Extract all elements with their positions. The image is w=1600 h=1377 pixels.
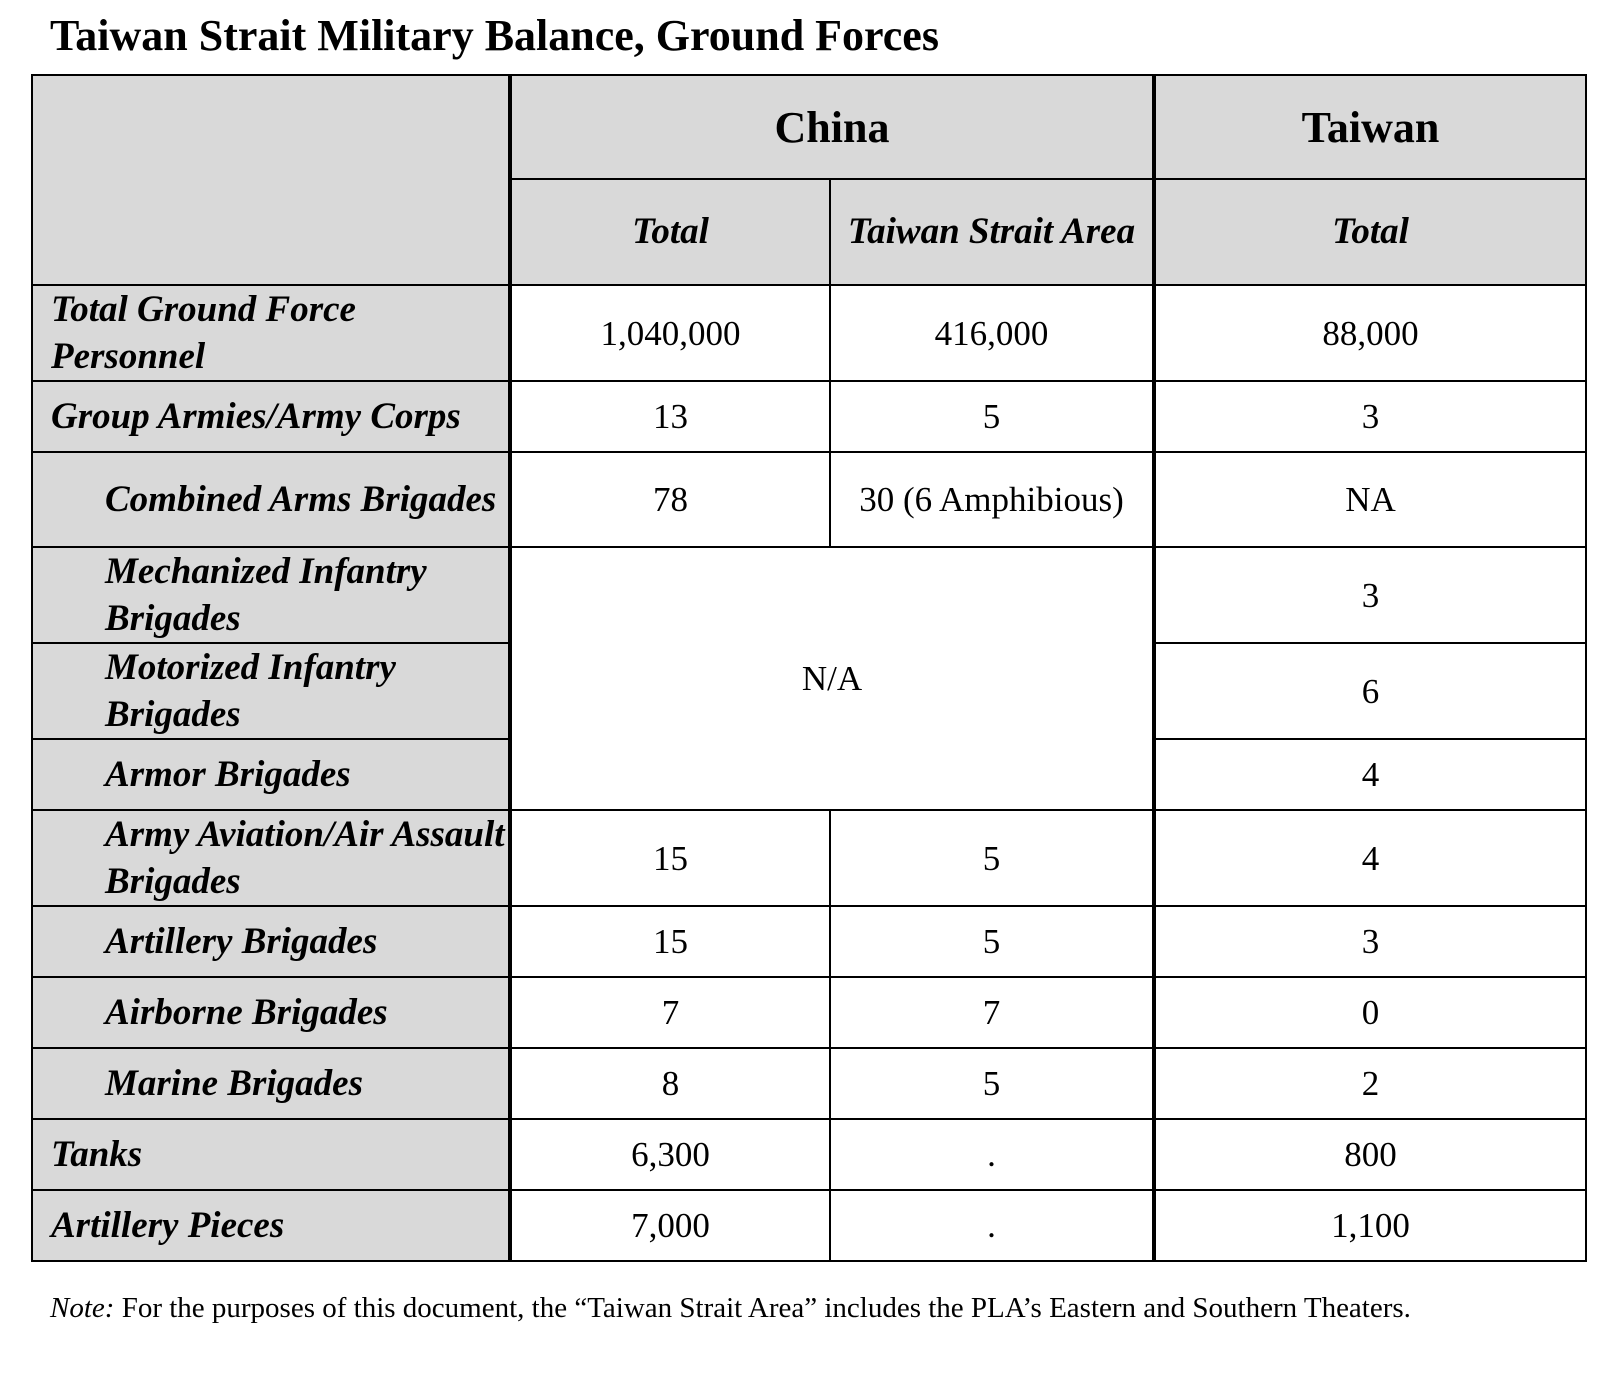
subheader-china-total: Total: [508, 178, 831, 286]
row-label: Tanks: [31, 1118, 511, 1191]
header-taiwan: Taiwan: [1152, 74, 1588, 180]
row-label: Artillery Pieces: [31, 1189, 511, 1262]
row-label: Group Armies/Army Corps: [31, 380, 511, 453]
taiwan-total-cell: NA: [1152, 451, 1588, 548]
taiwan-total-cell: 6: [1152, 642, 1588, 740]
taiwan-total-cell: 3: [1152, 546, 1588, 644]
subheader-china-strait-area: Taiwan Strait Area: [828, 178, 1156, 286]
china-strait-cell: 5: [828, 380, 1156, 453]
row-label: Marine Brigades: [31, 1047, 511, 1120]
row-label: Armor Brigades: [31, 738, 511, 811]
footnote-text: For the purposes of this document, the “…: [114, 1292, 1411, 1324]
table-row: Tanks 6,300 . 800: [31, 1118, 1588, 1191]
table-row: Artillery Pieces 7,000 . 1,100: [31, 1189, 1588, 1262]
taiwan-total-cell: 0: [1152, 976, 1588, 1049]
china-total-cell: 15: [508, 809, 831, 907]
china-total-cell: 1,040,000: [508, 284, 831, 382]
china-strait-cell: .: [828, 1189, 1156, 1262]
table-row: Total Ground Force Personnel 1,040,000 4…: [31, 284, 1588, 382]
china-strait-cell: 5: [828, 905, 1156, 978]
china-na-merged-cell: N/A: [507, 546, 1156, 811]
china-total-cell: 15: [508, 905, 831, 978]
footnote-prefix: Note:: [50, 1292, 115, 1324]
china-strait-cell: 416,000: [828, 284, 1156, 382]
taiwan-total-cell: 3: [1152, 380, 1588, 453]
row-label: Mechanized Infantry Brigades: [31, 546, 511, 644]
table-row: Motorized Infantry Brigades 6: [31, 642, 1588, 740]
ground-forces-table: China Taiwan Total Taiwan Strait Area To…: [31, 74, 1588, 1262]
china-total-cell: 6,300: [508, 1118, 831, 1191]
row-label: Total Ground Force Personnel: [31, 284, 511, 382]
table-row: Marine Brigades 8 5 2: [31, 1047, 1588, 1120]
taiwan-total-cell: 88,000: [1152, 284, 1588, 382]
table-row: Group Armies/Army Corps 13 5 3: [31, 380, 1588, 453]
china-strait-cell: .: [828, 1118, 1156, 1191]
china-total-cell: 7,000: [508, 1189, 831, 1262]
china-total-cell: 7: [508, 976, 831, 1049]
china-total-cell: 78: [508, 451, 831, 548]
taiwan-total-cell: 3: [1152, 905, 1588, 978]
table-row: Army Aviation/Air Assault Brigades 15 5 …: [31, 809, 1588, 907]
taiwan-total-cell: 4: [1152, 809, 1588, 907]
china-total-cell: 13: [508, 380, 831, 453]
table-row: Combined Arms Brigades 78 30 (6 Amphibio…: [31, 451, 1588, 548]
page-title: Taiwan Strait Military Balance, Ground F…: [50, 11, 939, 60]
taiwan-total-cell: 1,100: [1152, 1189, 1588, 1262]
table-row: Armor Brigades 4: [31, 738, 1588, 811]
row-label: Motorized Infantry Brigades: [31, 642, 511, 740]
row-label: Army Aviation/Air Assault Brigades: [31, 809, 511, 907]
taiwan-total-cell: 800: [1152, 1118, 1588, 1191]
taiwan-total-cell: 2: [1152, 1047, 1588, 1120]
china-strait-cell: 5: [828, 809, 1156, 907]
header-china: China: [507, 74, 1156, 180]
china-strait-cell: 30 (6 Amphibious): [828, 451, 1156, 548]
row-label: Airborne Brigades: [31, 976, 511, 1049]
row-label: Combined Arms Brigades: [31, 451, 511, 548]
footnote: Note: For the purposes of this document,…: [50, 1289, 1570, 1327]
china-strait-cell: 5: [828, 1047, 1156, 1120]
row-label: Artillery Brigades: [31, 905, 511, 978]
china-total-cell: 8: [508, 1047, 831, 1120]
subheader-taiwan-total: Total: [1152, 178, 1588, 286]
table-row: Airborne Brigades 7 7 0: [31, 976, 1588, 1049]
header-corner-cell: [31, 74, 511, 286]
china-strait-cell: 7: [828, 976, 1156, 1049]
table-row: Artillery Brigades 15 5 3: [31, 905, 1588, 978]
table-row: Mechanized Infantry Brigades N/A 3: [31, 546, 1588, 811]
taiwan-total-cell: 4: [1152, 738, 1588, 811]
